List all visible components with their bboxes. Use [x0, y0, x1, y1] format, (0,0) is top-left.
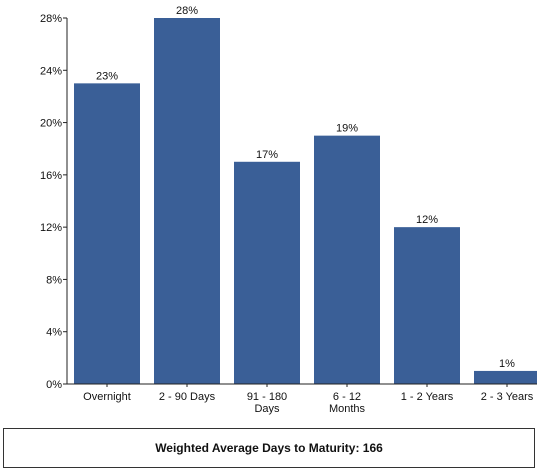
y-tick-label: 12% [40, 222, 62, 234]
y-tick-label: 4% [46, 327, 62, 339]
bar-value-label: 1% [499, 358, 515, 370]
bar [234, 161, 300, 384]
category-label-line: 1 - 2 Years [401, 391, 454, 403]
bar-value-label: 19% [336, 123, 358, 135]
category-label-line: 6 - 12 [333, 391, 361, 403]
y-tick-label: 8% [46, 274, 62, 286]
bar-value-label: 12% [416, 214, 438, 226]
bar [74, 83, 140, 384]
category-label: 91 - 180 Days [247, 391, 287, 415]
category-label-line: Months [329, 403, 366, 415]
y-axis: 0% 4% 8% 12% 16% 20% 24% 28% [40, 13, 68, 391]
bar-value-label: 28% [176, 5, 198, 17]
bar [394, 227, 460, 384]
category-label-line: Overnight [83, 391, 131, 403]
y-tick-label: 28% [40, 13, 62, 25]
summary-box: Weighted Average Days to Maturity: 166 [3, 428, 535, 468]
bar [314, 135, 380, 384]
bar-value-label: 17% [256, 149, 278, 161]
category-label: Overnight [83, 391, 131, 403]
bar [154, 18, 220, 384]
bar [474, 370, 537, 384]
weighted-average-days-label: Weighted Average Days to Maturity: 166 [155, 441, 383, 455]
category-label: 6 - 12 Months [329, 391, 366, 415]
bars-group: 23% 28% 17% 19% 12% 1% [74, 5, 537, 384]
y-tick-label: 20% [40, 118, 62, 130]
category-label-line: Days [254, 403, 280, 415]
category-label-line: 91 - 180 [247, 391, 287, 403]
category-label-line: 2 - 90 Days [159, 391, 216, 403]
category-label-line: 2 - 3 Years [481, 391, 534, 403]
category-label: 2 - 3 Years [481, 391, 534, 403]
x-axis: Overnight 2 - 90 Days 91 - 180 Days 6 - 12 Mo… [67, 383, 537, 415]
category-label: 1 - 2 Years [401, 391, 454, 403]
category-label: 2 - 90 Days [159, 391, 216, 403]
bar-chart: 0%4%8%12%16%20%24%28% 23%28%17%19%12%1% … [40, 5, 537, 415]
y-tick-label: 16% [40, 170, 62, 182]
y-tick-label: 24% [40, 65, 62, 77]
y-tick-label: 0% [46, 379, 62, 391]
bar-value-label: 23% [96, 70, 118, 82]
